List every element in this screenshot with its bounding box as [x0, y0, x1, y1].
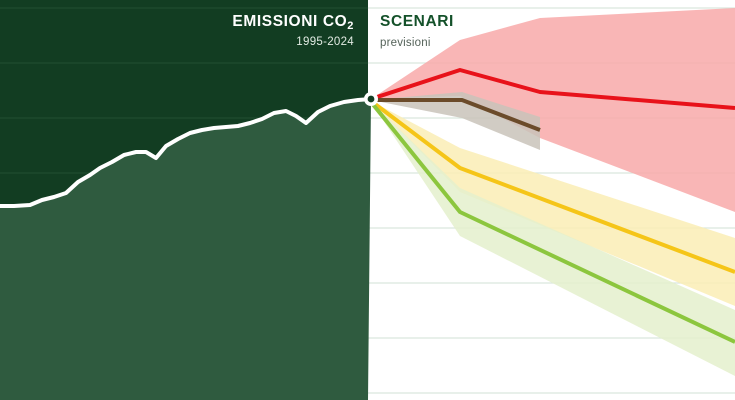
uncertainty-band-scenario-basso: [371, 102, 735, 376]
uncertainty-band-scenario-alto: [371, 8, 735, 212]
forecast-line-scenario-intermedio: [371, 98, 541, 132]
fork-marker-dot: [367, 95, 375, 103]
forecast-line-scenario-basso: [369, 100, 735, 344]
forecast-line-scenario-alto: [370, 68, 735, 110]
uncertainty-band-scenario-intermedio: [371, 92, 540, 150]
forecast-line-scenario-medio: [369, 99, 735, 274]
historical-line: [0, 97, 373, 208]
fork-point-marker: [364, 92, 378, 106]
forecast-lines: [369, 68, 735, 344]
forecast-bands: [371, 8, 735, 376]
